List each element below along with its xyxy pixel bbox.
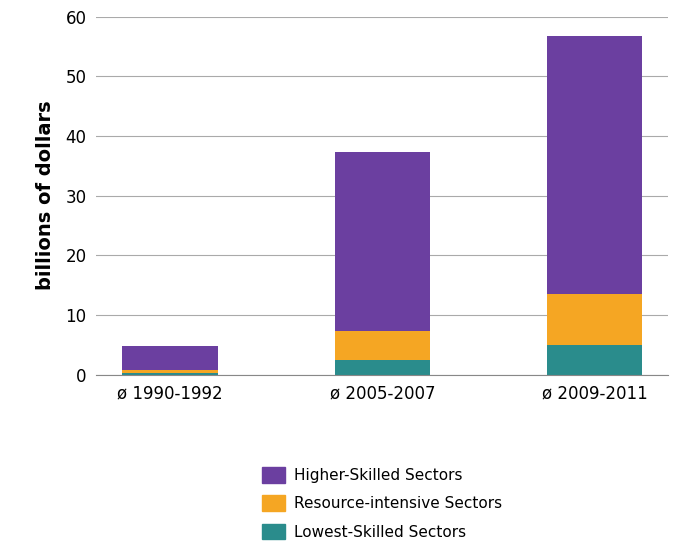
Bar: [547, 294, 642, 345]
Bar: [547, 36, 642, 294]
Bar: [335, 152, 430, 331]
Bar: [123, 373, 218, 375]
Bar: [547, 345, 642, 375]
Bar: [123, 370, 218, 373]
Legend: Higher-Skilled Sectors, Resource-intensive Sectors, Lowest-Skilled Sectors: Higher-Skilled Sectors, Resource-intensi…: [256, 461, 508, 545]
Y-axis label: billions of dollars: billions of dollars: [36, 101, 54, 290]
Bar: [335, 360, 430, 375]
Bar: [335, 331, 430, 360]
Bar: [123, 345, 218, 370]
